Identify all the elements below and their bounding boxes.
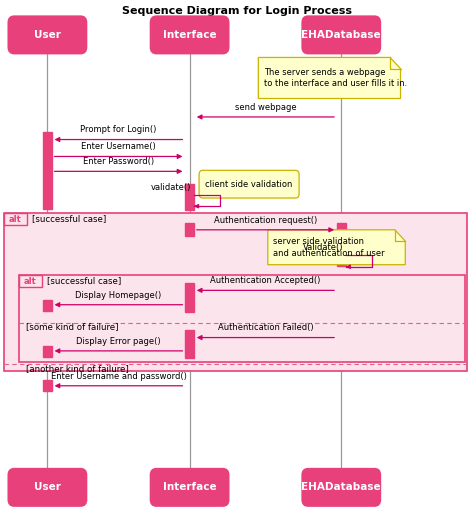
Text: client side validation: client side validation: [205, 180, 293, 189]
Polygon shape: [268, 230, 405, 265]
Text: EHADatabase: EHADatabase: [301, 482, 381, 492]
Text: User: User: [34, 482, 61, 492]
Text: Interface: Interface: [163, 30, 217, 40]
Text: server side validation
and authentication of user: server side validation and authenticatio…: [273, 237, 385, 258]
FancyBboxPatch shape: [199, 170, 299, 198]
Text: [successful case]: [successful case]: [32, 214, 107, 224]
FancyBboxPatch shape: [151, 469, 228, 506]
Text: Prompt for Login(): Prompt for Login(): [80, 125, 157, 134]
Bar: [4, 213, 27, 225]
Text: Interface: Interface: [163, 482, 217, 492]
Text: send webpage: send webpage: [235, 103, 296, 112]
Bar: [19, 275, 42, 287]
Text: Display Homepage(): Display Homepage(): [75, 290, 162, 300]
FancyBboxPatch shape: [9, 16, 86, 53]
Text: The server sends a webpage
to the interface and user fills it in.: The server sends a webpage to the interf…: [264, 68, 407, 88]
Bar: [185, 283, 194, 312]
Text: [successful case]: [successful case]: [47, 277, 122, 286]
Text: Enter Password(): Enter Password(): [83, 157, 154, 166]
Bar: [4, 213, 467, 371]
Text: Enter Username(): Enter Username(): [81, 142, 156, 151]
Bar: [185, 223, 194, 236]
Text: Sequence Diagram for Login Process: Sequence Diagram for Login Process: [122, 6, 352, 16]
Text: Authentication request(): Authentication request(): [214, 215, 317, 225]
Text: alt: alt: [9, 214, 21, 224]
Polygon shape: [258, 57, 401, 98]
Text: EHADatabase: EHADatabase: [301, 30, 381, 40]
FancyBboxPatch shape: [151, 16, 228, 53]
Bar: [19, 275, 465, 362]
Text: validate(): validate(): [151, 183, 191, 192]
Bar: [43, 300, 52, 311]
FancyBboxPatch shape: [302, 16, 380, 53]
Bar: [337, 223, 346, 266]
FancyBboxPatch shape: [302, 469, 380, 506]
Text: Authentication Accepted(): Authentication Accepted(): [210, 276, 320, 285]
Text: Enter Username and password(): Enter Username and password(): [51, 371, 186, 381]
Text: Display Error page(): Display Error page(): [76, 337, 161, 346]
Text: User: User: [34, 30, 61, 40]
Text: Validate(): Validate(): [303, 243, 343, 252]
Bar: [185, 330, 194, 358]
Text: Authentication Failed(): Authentication Failed(): [218, 323, 313, 332]
Text: [some kind of failure]: [some kind of failure]: [26, 322, 118, 331]
Text: [another kind of failure]: [another kind of failure]: [26, 364, 129, 373]
Bar: [43, 380, 52, 391]
Bar: [43, 132, 52, 209]
FancyBboxPatch shape: [9, 469, 86, 506]
Text: alt: alt: [24, 277, 36, 286]
Bar: [185, 184, 194, 210]
Bar: [43, 346, 52, 357]
